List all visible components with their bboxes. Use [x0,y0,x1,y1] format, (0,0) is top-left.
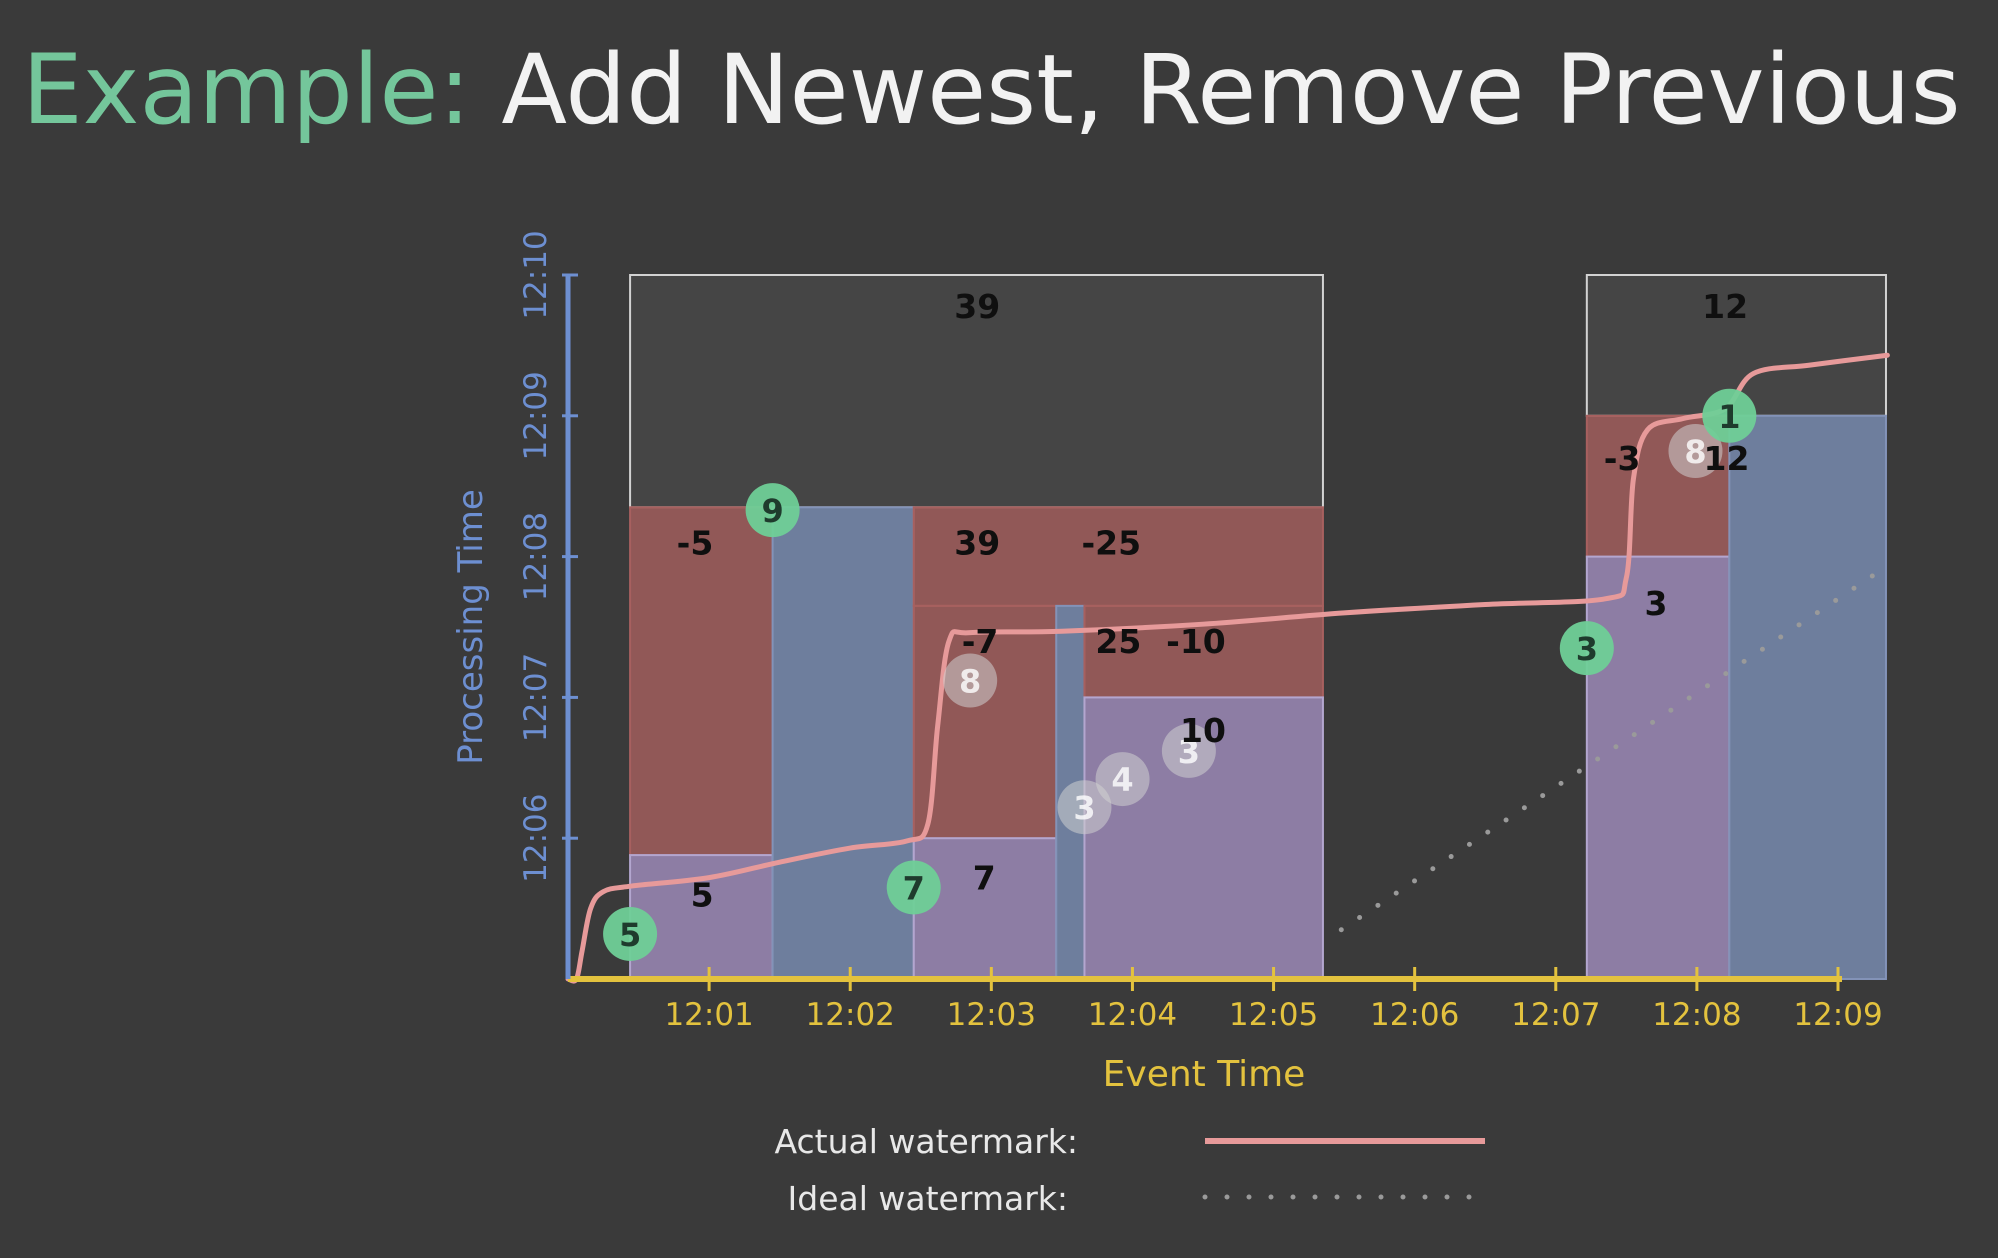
y-tick-label: 12:07 [518,653,554,742]
pane-value: -3 [1604,439,1641,478]
legend: Actual watermark: Ideal watermark: [775,1122,1488,1218]
x-tick-label: 12:09 [1793,997,1882,1033]
pane-value: 12 [1702,287,1748,326]
pane-value: 3 [1644,584,1667,623]
legend-label-ideal: Ideal watermark: [788,1179,1068,1218]
input-circle [943,653,998,708]
pane-retracted [912,506,1324,607]
input-circle [1057,780,1112,835]
pane-retracted [1083,604,1324,699]
x-axis-label: Event Time [1103,1054,1306,1095]
pane-added [629,854,774,981]
pane-value: 10 [1180,711,1226,750]
pane-final [629,274,1324,509]
input-circle [603,906,658,961]
pane-value: -25 [1081,524,1141,563]
input-value: 8 [1684,433,1706,471]
pane-added [912,837,1058,981]
pane-value: -7 [962,622,999,661]
input-circle [1095,752,1150,807]
y-axis-label: Processing Time [451,489,491,765]
watermark-layer [565,352,1890,984]
input-value: 4 [1111,761,1133,799]
x-tick-label: 12:03 [947,997,1036,1033]
x-tick-label: 12:04 [1088,997,1177,1033]
pane-value: 12 [1704,439,1750,478]
y-tick-label: 12:06 [518,794,554,883]
pane-value: 25 [1095,622,1141,661]
input-value: 3 [1073,789,1095,827]
y-tick-label: 12:09 [518,371,554,460]
slide-title: Example: Add Newest, Remove Previous [22,30,1961,150]
axes-layer: 12:01 12:02 12:03 12:04 12:05 12:06 12:07 12:08… [451,230,1883,1095]
y-tick-label: 12:10 [518,230,554,319]
input-circle [1668,424,1723,478]
pane-value: 39 [954,287,1000,326]
x-tick-label: 12:07 [1511,997,1600,1033]
x-tick-label: 12:05 [1229,997,1318,1033]
x-tick-label: 12:01 [664,997,753,1033]
pane-blue [771,506,915,980]
input-value: 3 [1576,630,1598,668]
x-tick-label: 12:02 [806,997,895,1033]
input-circle [745,483,800,538]
ideal-watermark-line [1338,568,1883,933]
input-value: 7 [903,869,925,907]
input-circle [1161,723,1216,778]
slide-title-rest: Add Newest, Remove Previous [501,34,1961,146]
input-value: 5 [619,916,641,954]
pane-value: 7 [973,859,996,898]
input-circle [1559,621,1614,676]
input-value: 9 [761,492,783,530]
ideal-watermark-layer [1338,568,1883,933]
pane-value: 39 [954,524,1000,563]
pane-value: 5 [691,876,714,915]
panes-layer [629,274,1887,981]
pane-blue [1728,414,1887,980]
y-tick-label: 12:08 [518,512,554,601]
input-value: 8 [959,663,981,701]
pane-value: -10 [1166,622,1226,661]
input-circle [1702,388,1757,443]
slide-title-lead: Example: [22,34,471,146]
x-tick-label: 12:06 [1370,997,1459,1033]
pane-added [1585,555,1731,980]
input-value: 1 [1718,398,1740,436]
input-value: 3 [1178,733,1200,771]
x-tick-label: 12:08 [1652,997,1741,1033]
legend-label-actual: Actual watermark: [775,1122,1078,1161]
watermark-line [565,352,1890,984]
input-circle [886,860,941,915]
pane-value: -5 [677,524,714,563]
